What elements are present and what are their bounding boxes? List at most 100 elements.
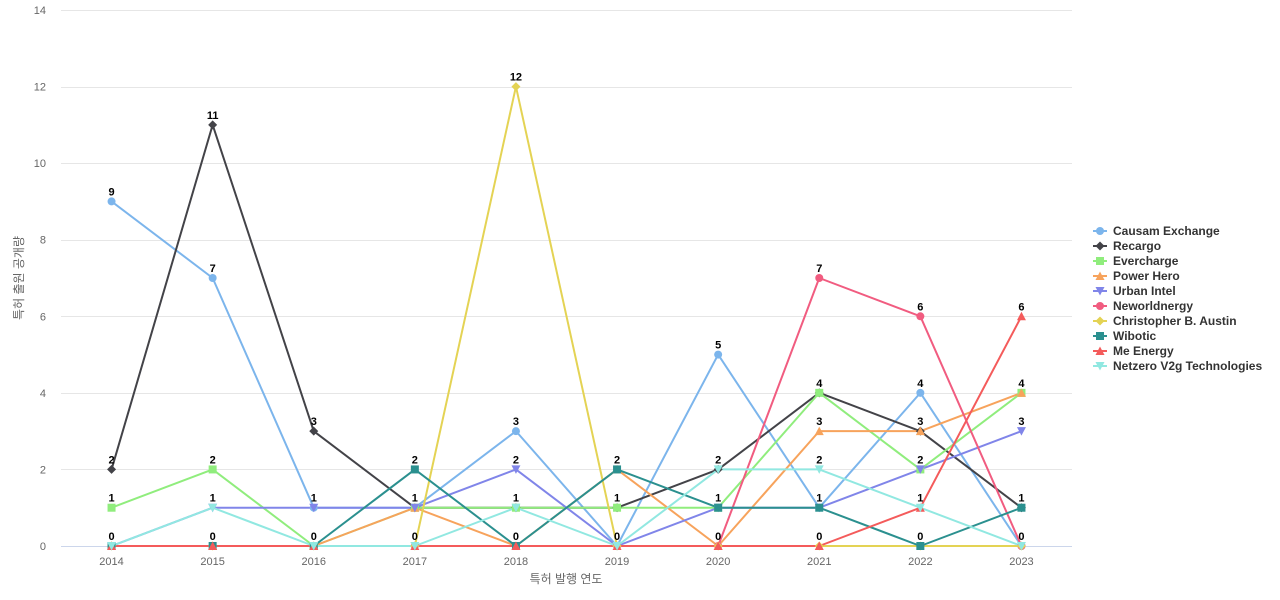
data-label-2015-2: 2 [210,454,216,466]
legend-marker-wibotic [1096,332,1104,340]
point-causam-exchange-2018 [511,427,520,436]
point-me-energy-2021 [814,541,824,550]
point-netzero-v2g-technologies-2022 [915,503,925,513]
point-power-hero-2023 [1016,388,1026,397]
point-urban-intel-2016 [309,503,319,513]
data-label-2014-9: 9 [108,186,114,198]
point-netzero-v2g-technologies-2023 [1016,542,1026,551]
data-label-2022-6: 6 [917,301,923,313]
legend-item-recargo[interactable]: Recargo [1093,239,1161,253]
legend-item-urban-intel[interactable]: Urban Intel [1093,284,1176,298]
legend-label-netzero-v2g-technologies: Netzero V2g Technologies [1113,359,1262,373]
point-urban-intel-2023 [1016,427,1026,436]
x-tick-label-2014: 2014 [99,556,123,568]
legend-item-wibotic[interactable]: Wibotic [1093,329,1157,343]
data-label-2022-0: 0 [917,531,923,543]
data-label-2015-1: 1 [210,493,216,505]
data-label-2019-2: 2 [614,454,620,466]
data-label-2017-1: 1 [412,493,418,505]
data-label-2021-7: 7 [816,263,822,275]
legend-marker-netzero-v2g-technologies [1095,362,1105,371]
data-label-2016-3: 3 [311,416,317,428]
y-tick-label-14: 14 [34,5,46,17]
data-label-2017-2: 2 [412,454,418,466]
legend-item-christopher-b-austin[interactable]: Christopher B. Austin [1093,314,1237,328]
legend-label-me-energy: Me Energy [1113,344,1174,358]
point-causam-exchange-2022 [916,388,925,397]
data-label-2023-0: 0 [1018,531,1024,543]
x-axis-ticks: 2014 2015 2016 2017 2018 2019 2020 2021 2022 2023 [99,556,1033,568]
data-label-2014-1: 1 [108,493,114,505]
data-label-2014-2: 2 [108,454,114,466]
data-label-2023-1: 1 [1018,493,1024,505]
point-evercharge-2014 [107,503,116,512]
data-label-2023-6: 6 [1018,301,1024,313]
data-label-2021-0: 0 [816,531,822,543]
data-label-2020-0: 0 [715,531,721,543]
data-label-2020-5: 5 [715,340,721,352]
gridlines [61,10,1072,470]
legend-label-evercharge: Evercharge [1113,254,1179,268]
series-line-netzero-v2g-technologies [110,468,1023,547]
legend-item-evercharge[interactable]: Evercharge [1093,254,1179,268]
legend-item-me-energy[interactable]: Me Energy [1093,344,1174,358]
y-axis-title: 특허 출원 공개량 [12,236,26,320]
legend-item-causam-exchange[interactable]: Causam Exchange [1093,224,1220,238]
point-wibotic-2017 [410,465,419,474]
point-wibotic-2023 [1017,503,1026,512]
point-wibotic-2019 [613,465,622,474]
series-lines [110,85,1023,547]
y-tick-label-12: 12 [34,82,46,94]
data-label-2021-1: 1 [816,493,822,505]
legend-label-christopher-b-austin: Christopher B. Austin [1113,314,1237,328]
point-causam-exchange-2014 [107,197,116,206]
point-evercharge-2019 [613,503,622,512]
data-label-2019-1: 1 [614,493,620,505]
legend-label-neworldnergy: Neworldnergy [1113,299,1193,313]
y-tick-label-8: 8 [40,235,46,247]
data-label-2021-3: 3 [816,416,822,428]
point-recargo-2015 [208,120,218,130]
data-label-2021-4: 4 [816,378,823,390]
legend-item-power-hero[interactable]: Power Hero [1093,269,1180,283]
point-urban-intel-2018 [511,465,521,474]
point-christopher-b-austin-2018 [511,82,521,92]
data-label-2017-0: 0 [412,531,418,543]
point-netzero-v2g-technologies-2014 [107,542,117,551]
y-tick-label-2: 2 [40,464,46,476]
x-tick-label-2018: 2018 [504,556,528,568]
point-evercharge-2015 [208,465,217,474]
x-tick-label-2020: 2020 [706,556,730,568]
point-causam-exchange-2015 [208,274,217,282]
x-tick-label-2016: 2016 [302,556,326,568]
point-netzero-v2g-technologies-2016 [309,542,319,551]
x-tick-label-2017: 2017 [403,556,427,568]
point-recargo-2016 [309,426,319,436]
point-netzero-v2g-technologies-2018 [511,503,521,513]
point-neworldnergy-2022 [916,312,925,321]
legend-marker-recargo [1095,241,1105,251]
point-urban-intel-2017 [410,503,420,513]
data-label-2018-12: 12 [510,72,522,84]
legend-item-neworldnergy[interactable]: Neworldnergy [1093,299,1193,313]
data-label-2014-0: 0 [108,531,114,543]
point-me-energy-2020 [713,541,723,550]
y-tick-label-0: 0 [40,541,46,553]
data-label-2016-0: 0 [311,531,317,543]
data-label-2018-2: 2 [513,454,519,466]
data-label-2021-2: 2 [816,454,822,466]
legend-marker-me-energy [1095,346,1105,355]
x-tick-label-2015: 2015 [200,556,224,568]
data-label-2022-1: 1 [917,493,923,505]
point-power-hero-2022 [915,426,925,436]
data-label-2018-0: 0 [513,531,519,543]
legend-item-netzero-v2g-technologies[interactable]: Netzero V2g Technologies [1093,359,1262,373]
data-label-2020-2: 2 [715,454,721,466]
y-tick-label-4: 4 [40,388,46,400]
data-label-2015-11: 11 [207,110,219,122]
data-label-2016-1: 1 [311,493,317,505]
legend-marker-neworldnergy [1096,302,1104,310]
y-tick-label-10: 10 [34,158,46,170]
data-label-2023-4: 4 [1018,378,1025,390]
legend-marker-christopher-b-austin [1095,316,1105,326]
